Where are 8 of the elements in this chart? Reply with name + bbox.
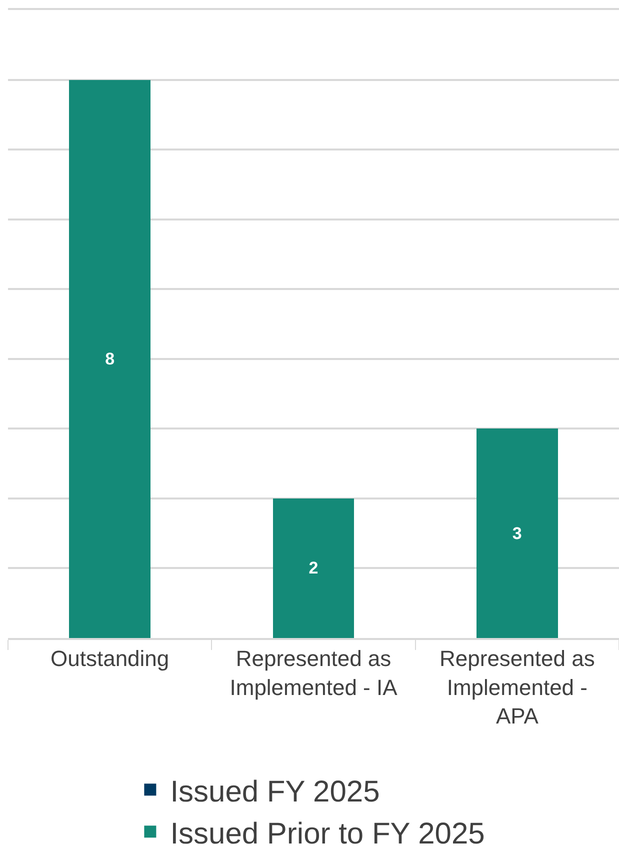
- data-label: 8: [105, 349, 115, 368]
- x-tick-label: Represented as Implemented - IA: [230, 646, 398, 700]
- data-label: 2: [308, 558, 318, 578]
- x-tick-label: Outstanding: [50, 646, 170, 672]
- x-tick-label: Represented as Implemented - APA: [440, 646, 595, 728]
- legend-label: Issued Prior to FY 2025: [170, 817, 485, 850]
- data-label: 3: [512, 524, 522, 543]
- legend-label: Issued FY 2025: [170, 775, 380, 808]
